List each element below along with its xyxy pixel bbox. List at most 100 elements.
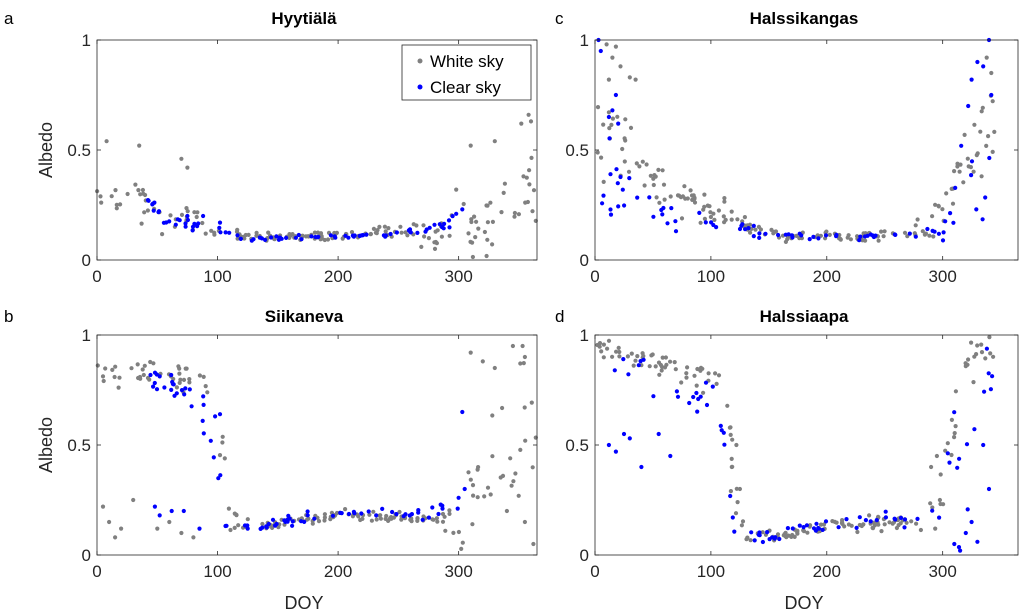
data-point-white-sky xyxy=(668,194,673,199)
data-point-clear-sky xyxy=(743,227,748,232)
data-point-white-sky xyxy=(945,441,950,446)
data-point-white-sky xyxy=(965,362,970,367)
data-point-clear-sky xyxy=(616,204,621,209)
data-point-clear-sky xyxy=(823,519,829,524)
data-point-white-sky xyxy=(662,197,667,202)
data-point-clear-sky xyxy=(963,530,968,536)
data-point-white-sky xyxy=(490,413,495,418)
tick-labels-a: 0 100 200 300 0 0.5 1 xyxy=(67,31,472,286)
data-point-clear-sky xyxy=(972,427,977,432)
axes-frame-a xyxy=(96,39,538,261)
data-point-white-sky xyxy=(100,374,106,379)
data-point-white-sky xyxy=(95,363,100,368)
data-point-clear-sky xyxy=(290,519,295,524)
data-point-white-sky xyxy=(735,500,740,505)
y-tick-label: 0 xyxy=(82,251,91,270)
data-point-white-sky xyxy=(510,343,515,349)
data-point-white-sky xyxy=(415,516,420,521)
data-point-clear-sky xyxy=(416,510,421,515)
data-point-white-sky xyxy=(103,366,108,371)
data-point-clear-sky xyxy=(975,539,980,544)
data-point-clear-sky xyxy=(868,232,873,237)
data-point-clear-sky xyxy=(951,220,956,225)
y-tick-label: 0 xyxy=(580,546,589,565)
data-point-white-sky xyxy=(468,350,473,355)
data-point-white-sky xyxy=(601,179,606,184)
data-point-white-sky xyxy=(682,184,687,189)
legend-marker-white-sky xyxy=(417,58,423,64)
data-point-white-sky xyxy=(205,390,210,395)
data-point-clear-sky xyxy=(937,515,942,520)
data-point-white-sky xyxy=(661,182,667,187)
y-tick-label: 0.5 xyxy=(565,141,589,160)
data-point-white-sky xyxy=(212,232,217,237)
data-point-clear-sky xyxy=(454,211,459,216)
data-point-clear-sky xyxy=(305,513,310,518)
data-point-white-sky xyxy=(384,513,389,519)
data-point-white-sky xyxy=(426,236,431,241)
data-point-white-sky xyxy=(606,338,612,343)
data-point-white-sky xyxy=(519,121,524,126)
data-point-white-sky xyxy=(137,143,142,148)
data-point-white-sky xyxy=(192,210,197,215)
data-point-white-sky xyxy=(653,364,658,369)
data-point-clear-sky xyxy=(189,404,194,409)
data-point-white-sky xyxy=(818,233,824,238)
legend-box xyxy=(401,44,532,101)
x-tick-label: 0 xyxy=(590,562,599,581)
data-point-white-sky xyxy=(863,238,868,243)
data-point-white-sky xyxy=(522,519,528,525)
data-point-clear-sky xyxy=(608,172,613,177)
data-point-white-sky xyxy=(855,529,860,535)
data-point-clear-sky xyxy=(606,114,612,120)
y-tick-label: 1 xyxy=(82,31,91,50)
data-point-clear-sky xyxy=(955,465,960,470)
data-point-white-sky xyxy=(716,373,722,378)
data-point-clear-sky xyxy=(627,176,632,181)
data-point-white-sky xyxy=(399,517,404,522)
data-point-clear-sky xyxy=(274,234,279,239)
data-point-clear-sky xyxy=(148,372,153,378)
data-point-white-sky xyxy=(701,390,706,395)
data-point-white-sky xyxy=(958,162,963,167)
data-point-white-sky xyxy=(676,193,682,198)
y-tick-label: 0 xyxy=(580,251,589,270)
data-point-clear-sky xyxy=(807,237,812,242)
data-point-clear-sky xyxy=(757,231,762,236)
data-point-clear-sky xyxy=(407,513,412,518)
data-point-white-sky xyxy=(322,512,327,517)
data-point-white-sky xyxy=(151,361,156,366)
data-point-white-sky xyxy=(312,230,317,235)
data-point-white-sky xyxy=(607,126,612,131)
data-point-white-sky xyxy=(789,534,794,540)
data-point-white-sky xyxy=(488,200,493,205)
data-point-white-sky xyxy=(422,234,427,239)
data-point-white-sky xyxy=(522,405,527,410)
data-point-clear-sky xyxy=(695,409,700,414)
data-point-white-sky xyxy=(472,214,477,219)
data-point-white-sky xyxy=(627,75,632,80)
data-point-white-sky xyxy=(529,400,534,405)
data-point-white-sky xyxy=(969,340,974,345)
data-point-white-sky xyxy=(729,464,734,470)
data-point-white-sky xyxy=(735,217,740,222)
data-point-clear-sky xyxy=(989,92,994,98)
data-point-white-sky xyxy=(325,237,331,242)
data-point-white-sky xyxy=(470,240,475,245)
data-point-clear-sky xyxy=(990,374,995,379)
y-axis-label-a: Albedo xyxy=(36,122,56,178)
data-point-white-sky xyxy=(474,219,479,224)
data-point-white-sky xyxy=(526,112,531,117)
data-point-clear-sky xyxy=(360,233,366,238)
data-point-white-sky xyxy=(808,523,813,528)
data-point-clear-sky xyxy=(964,442,970,447)
data-point-white-sky xyxy=(447,511,452,516)
data-point-clear-sky xyxy=(620,187,625,192)
data-point-clear-sky xyxy=(437,222,442,227)
data-point-clear-sky xyxy=(638,359,643,364)
panel-letter-d: d xyxy=(555,307,564,326)
data-point-white-sky xyxy=(656,167,661,172)
data-point-clear-sky xyxy=(169,508,174,514)
data-point-clear-sky xyxy=(264,525,269,530)
data-point-white-sky xyxy=(512,210,518,216)
